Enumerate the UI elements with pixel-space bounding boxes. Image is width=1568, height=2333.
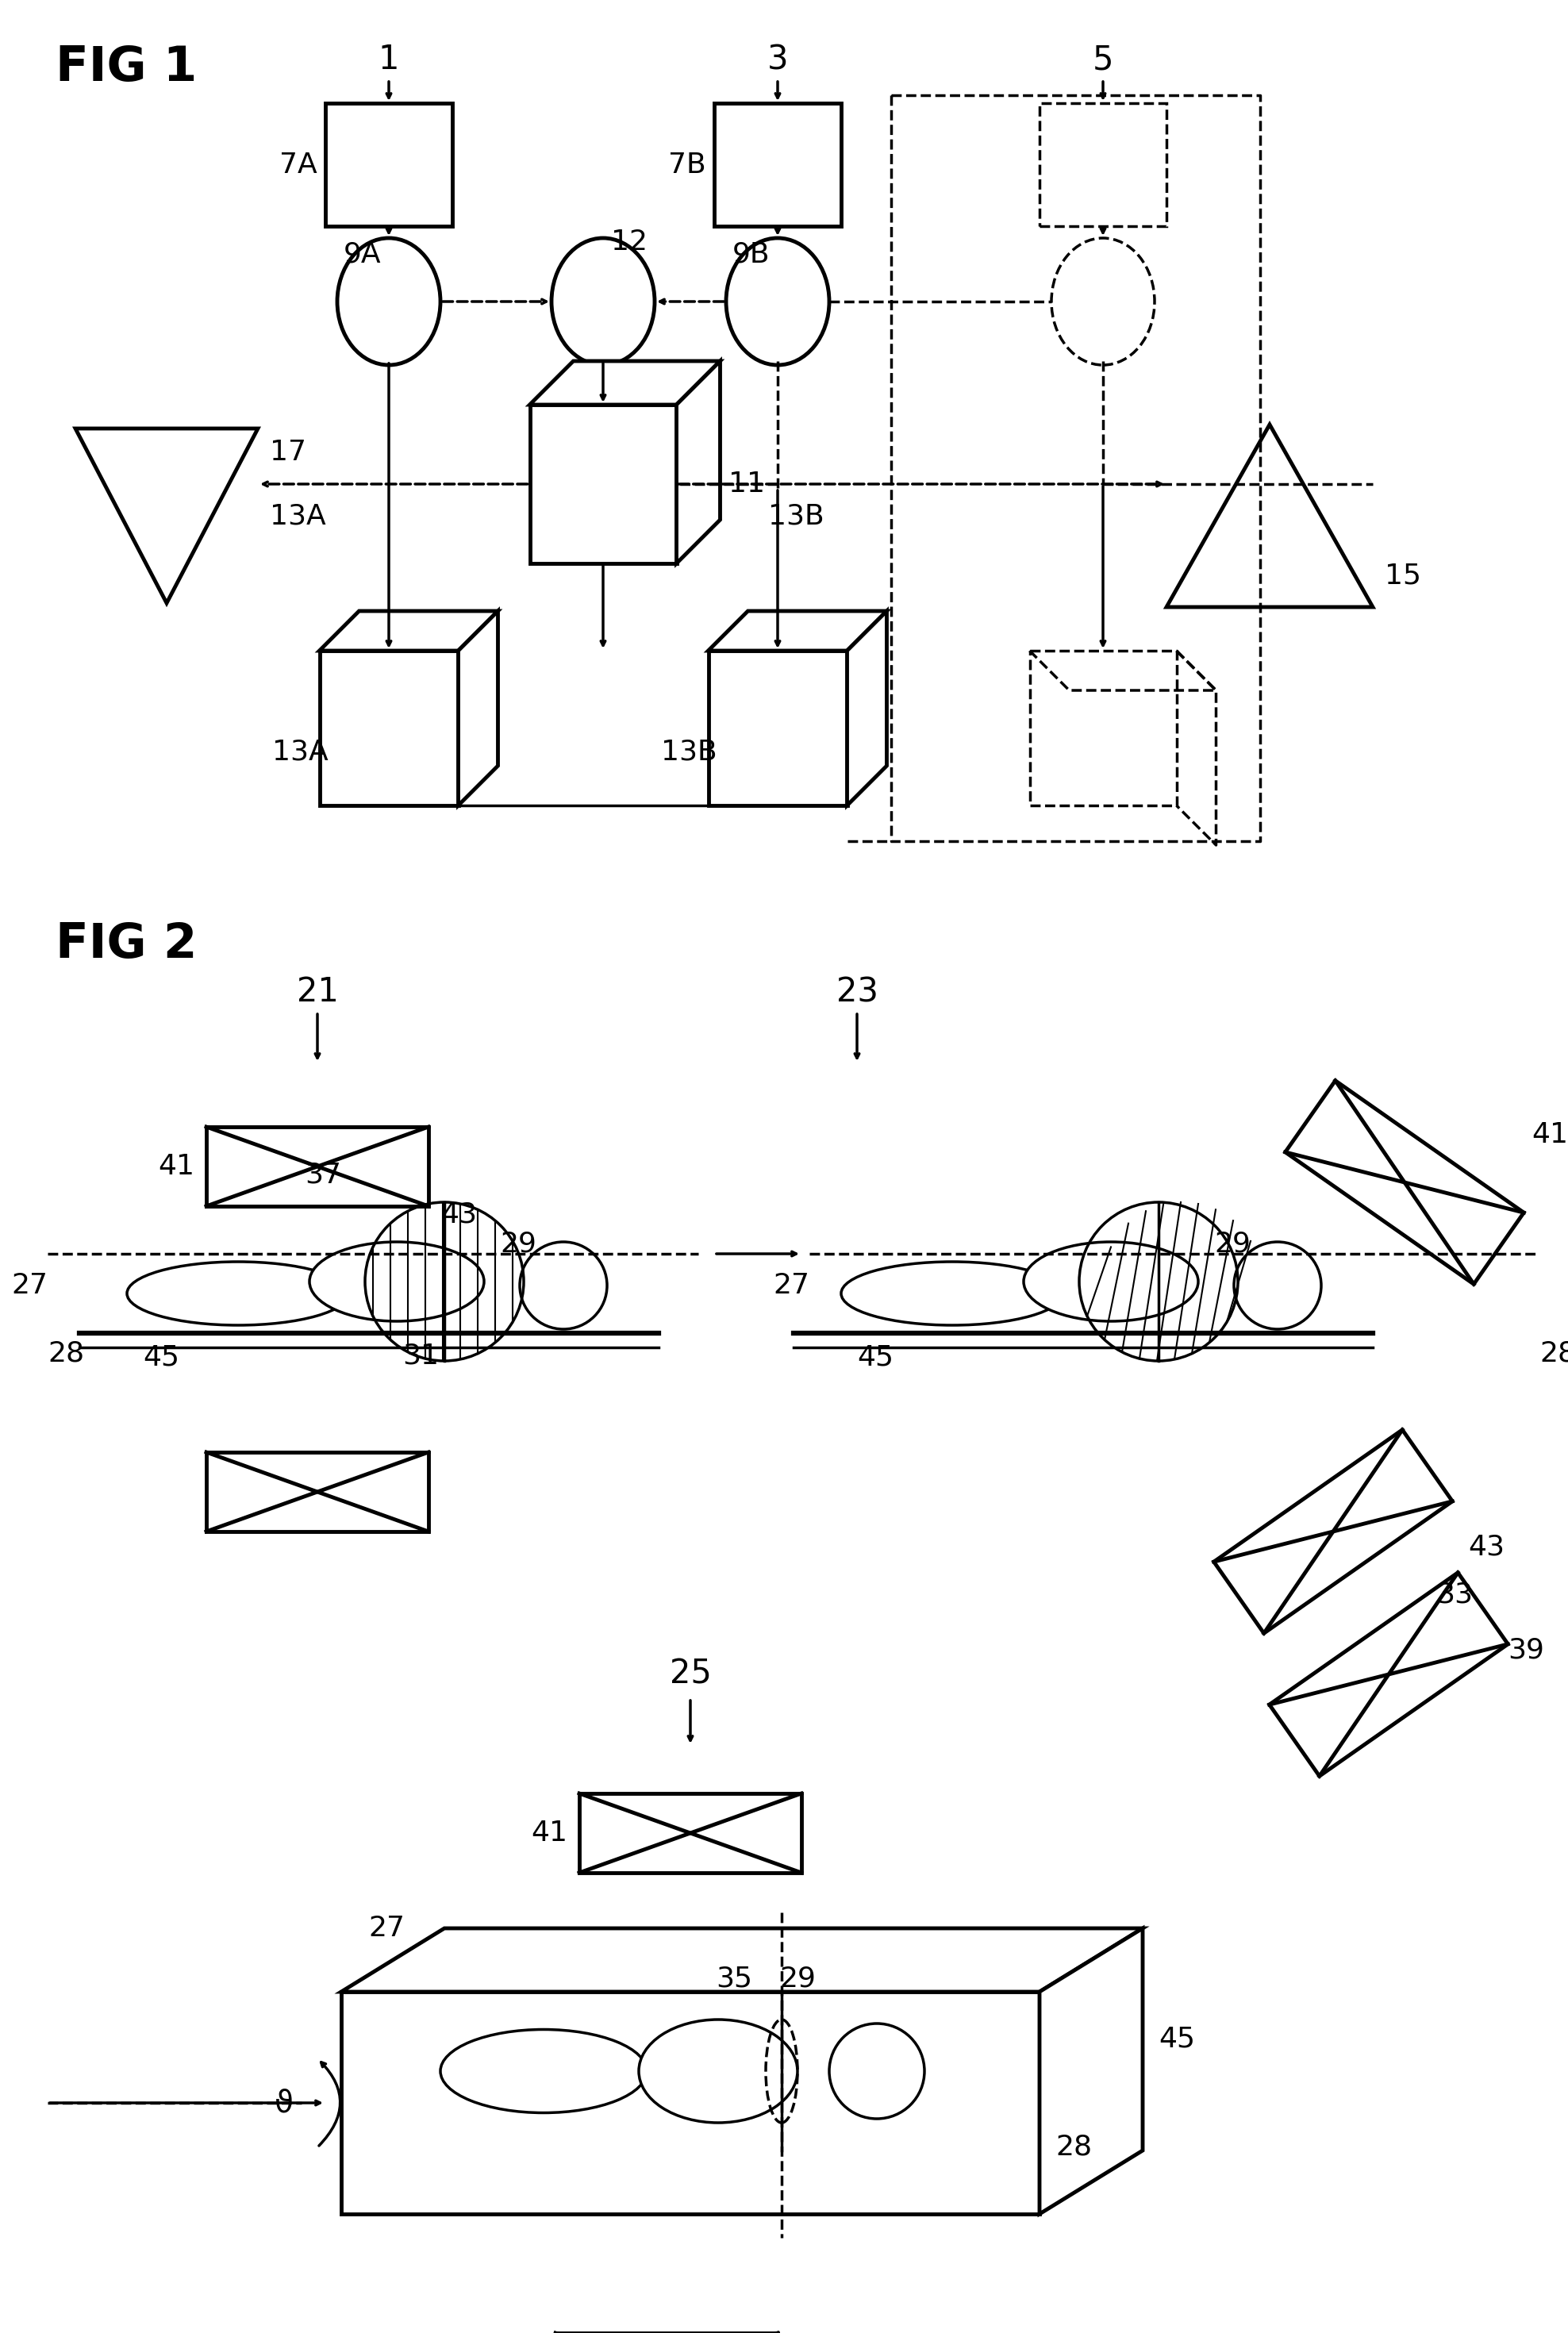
Text: 28: 28 (1540, 1339, 1568, 1367)
Text: 11: 11 (728, 471, 765, 497)
Text: 39: 39 (1508, 1638, 1544, 1663)
Text: 9B: 9B (732, 240, 770, 268)
Polygon shape (207, 1451, 428, 1530)
Bar (713, 103, 840, 226)
Text: 15: 15 (1385, 562, 1421, 588)
Polygon shape (320, 611, 499, 651)
Text: 43: 43 (1468, 1533, 1505, 1561)
Text: 41: 41 (1532, 1122, 1568, 1148)
Ellipse shape (127, 1262, 350, 1325)
Circle shape (519, 1241, 607, 1330)
Polygon shape (530, 362, 720, 404)
Text: 13A: 13A (270, 502, 326, 530)
Text: 13B: 13B (768, 502, 823, 530)
Text: 25: 25 (670, 1659, 712, 1691)
Text: 27: 27 (773, 1271, 809, 1299)
Polygon shape (1214, 1430, 1452, 1633)
Text: 3: 3 (767, 42, 789, 77)
Text: 7A: 7A (279, 152, 317, 177)
Polygon shape (75, 429, 257, 604)
Text: 29: 29 (779, 1964, 815, 1992)
Polygon shape (1270, 1572, 1508, 1775)
Text: 28: 28 (47, 1339, 85, 1367)
Text: 21: 21 (296, 975, 339, 1008)
Text: 35: 35 (715, 1964, 753, 1992)
Polygon shape (1040, 1929, 1143, 2214)
Polygon shape (320, 651, 458, 805)
Polygon shape (1167, 425, 1374, 607)
Text: 27: 27 (368, 1915, 405, 1941)
Text: 45: 45 (143, 1344, 179, 1369)
Ellipse shape (441, 2030, 646, 2114)
Text: 41: 41 (532, 1820, 568, 1845)
Text: ϑ: ϑ (274, 2088, 293, 2118)
Bar (1040, 103, 1167, 226)
Circle shape (1234, 1241, 1322, 1330)
Circle shape (829, 2023, 925, 2118)
Text: 33: 33 (1436, 1582, 1472, 1607)
Text: 5: 5 (1093, 42, 1113, 77)
Ellipse shape (309, 1241, 485, 1320)
Polygon shape (847, 611, 887, 805)
Text: 29: 29 (500, 1229, 536, 1257)
Text: 29: 29 (1214, 1229, 1251, 1257)
Text: 13B: 13B (660, 737, 717, 765)
Polygon shape (676, 362, 720, 562)
Text: 7B: 7B (668, 152, 706, 177)
Text: 1: 1 (378, 42, 400, 77)
Text: 27: 27 (11, 1271, 47, 1299)
Text: 43: 43 (441, 1201, 477, 1227)
Polygon shape (579, 1794, 801, 1873)
Polygon shape (342, 1929, 1143, 1992)
Polygon shape (530, 404, 676, 562)
Text: 45: 45 (1159, 2025, 1195, 2053)
Text: 17: 17 (270, 439, 306, 467)
Text: 12: 12 (612, 229, 648, 257)
Text: 13A: 13A (271, 737, 328, 765)
Text: 9A: 9A (343, 240, 381, 268)
Text: 28: 28 (1055, 2135, 1091, 2160)
Text: 31: 31 (403, 1341, 439, 1369)
Polygon shape (207, 1127, 428, 1206)
Text: 37: 37 (304, 1162, 342, 1187)
Text: FIG 1: FIG 1 (55, 44, 198, 91)
Polygon shape (1286, 1080, 1524, 1283)
Text: FIG 2: FIG 2 (55, 922, 198, 968)
Ellipse shape (1024, 1241, 1198, 1320)
Text: 41: 41 (158, 1153, 194, 1180)
Polygon shape (458, 611, 499, 805)
Polygon shape (342, 1992, 1040, 2214)
Ellipse shape (840, 1262, 1063, 1325)
Text: 23: 23 (836, 975, 878, 1008)
Polygon shape (709, 651, 847, 805)
Polygon shape (709, 611, 887, 651)
Ellipse shape (638, 2020, 798, 2123)
Text: 45: 45 (858, 1344, 894, 1369)
Bar (325, 103, 452, 226)
